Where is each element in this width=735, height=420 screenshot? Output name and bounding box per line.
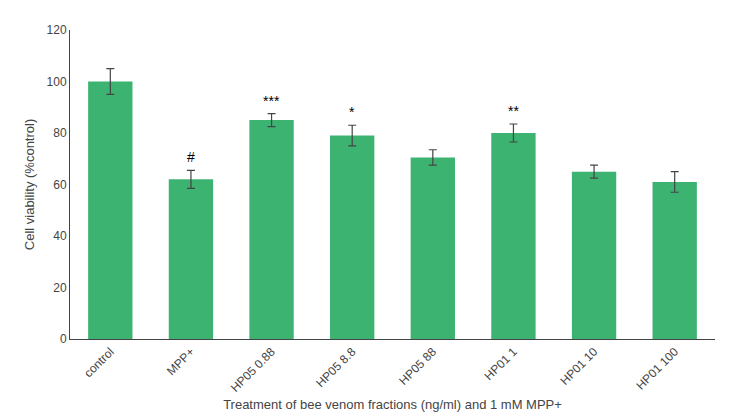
svg-text:***: *** xyxy=(263,93,280,109)
svg-text:0: 0 xyxy=(60,332,67,346)
svg-text:#: # xyxy=(187,149,195,165)
svg-text:HP01 10: HP01 10 xyxy=(558,345,601,388)
svg-text:HP05 8.8: HP05 8.8 xyxy=(313,345,359,391)
svg-text:100: 100 xyxy=(47,75,67,89)
svg-text:20: 20 xyxy=(53,281,67,295)
svg-text:HP05 88: HP05 88 xyxy=(396,345,439,388)
svg-text:MPP+: MPP+ xyxy=(164,345,197,378)
svg-text:60: 60 xyxy=(53,178,67,192)
svg-text:40: 40 xyxy=(53,229,67,243)
svg-text:Treatment of bee venom fractio: Treatment of bee venom fractions (ng/ml)… xyxy=(223,397,562,412)
svg-text:**: ** xyxy=(508,103,519,119)
svg-text:HP01 1: HP01 1 xyxy=(482,345,520,383)
svg-text:Cell viability (%control): Cell viability (%control) xyxy=(22,119,37,250)
svg-text:HP01 100: HP01 100 xyxy=(633,345,681,393)
svg-text:80: 80 xyxy=(53,126,67,140)
svg-text:120: 120 xyxy=(47,23,67,37)
svg-text:*: * xyxy=(349,104,355,120)
svg-text:control: control xyxy=(81,345,116,380)
svg-text:HP05 0.88: HP05 0.88 xyxy=(228,345,278,395)
